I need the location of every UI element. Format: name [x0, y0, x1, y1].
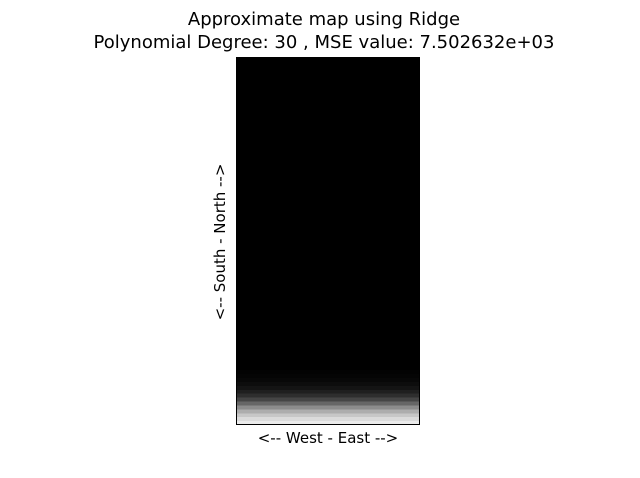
chart-title-line-2: Polynomial Degree: 30 , MSE value: 7.502… [93, 32, 555, 53]
heatmap-image [236, 57, 420, 425]
plot-frame [236, 57, 420, 425]
x-axis-label: <-- West - East --> [257, 429, 399, 447]
y-axis-label: <-- South - North --> [211, 163, 229, 321]
chart-title-line-1: Approximate map using Ridge [187, 9, 461, 30]
